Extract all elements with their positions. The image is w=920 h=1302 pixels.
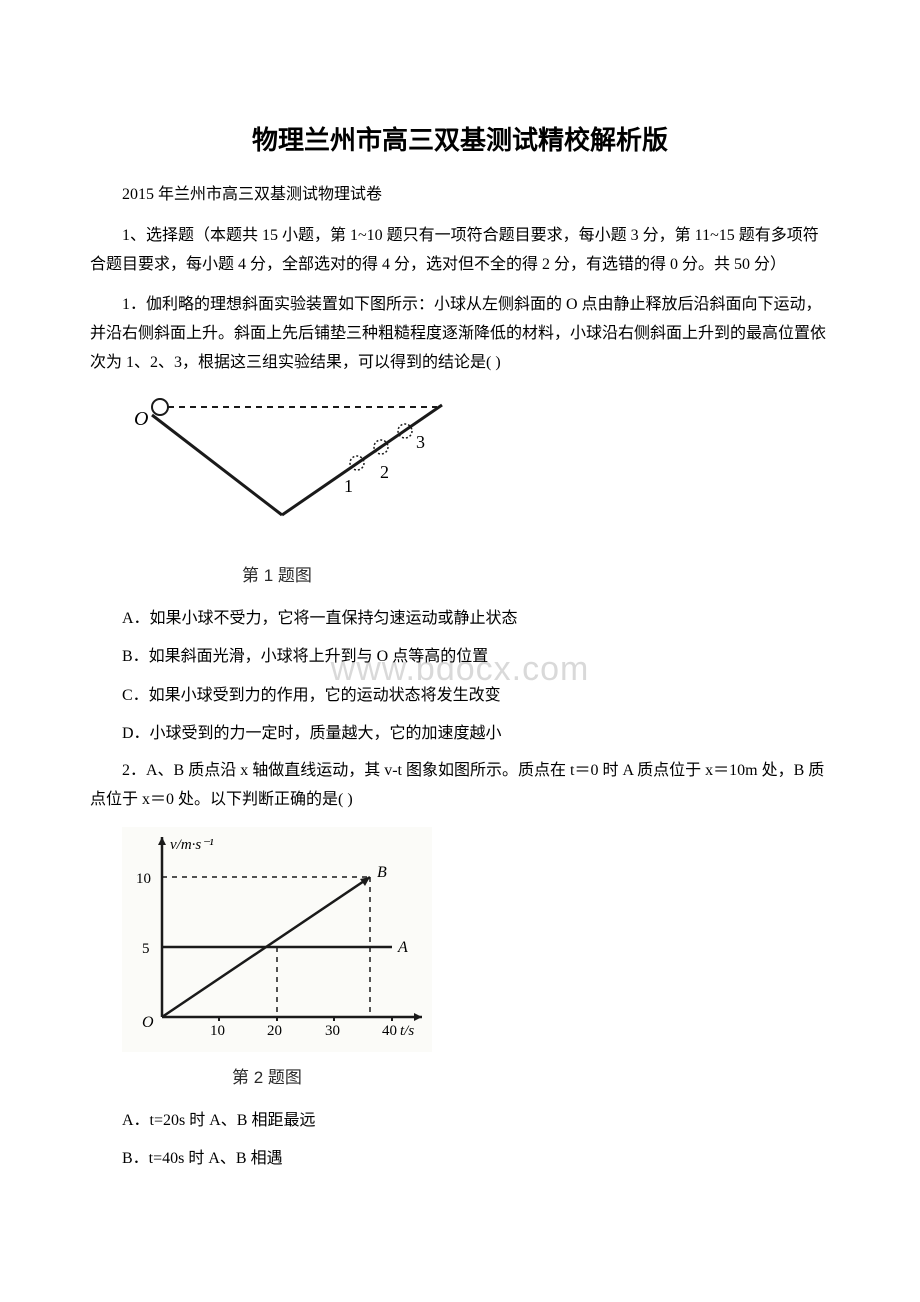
figure-1-caption: 第 1 题图 <box>242 561 830 586</box>
xtick-20: 20 <box>267 1023 282 1039</box>
ytick-5: 5 <box>142 941 150 957</box>
series-A-label: A <box>397 939 408 956</box>
q2-option-b: B．t=40s 时 A、B 相遇 <box>90 1144 830 1174</box>
xtick-30: 30 <box>325 1023 340 1039</box>
y-axis-label: v/m·s⁻¹ <box>170 837 214 853</box>
question-2-stem: 2．A、B 质点沿 x 轴做直线运动，其 v-t 图象如图所示。质点在 t＝0 … <box>90 757 830 815</box>
q2-option-a: A．t=20s 时 A、B 相距最远 <box>90 1106 830 1136</box>
origin-label: O <box>142 1014 154 1031</box>
figure-2-caption: 第 2 题图 <box>232 1063 830 1088</box>
label-1: 1 <box>344 476 353 496</box>
label-3: 3 <box>416 432 425 452</box>
xtick-40: 40 <box>382 1023 397 1039</box>
figure-2-svg: v/m·s⁻¹ t/s O 5 10 10 20 30 40 A <box>122 827 432 1052</box>
intro-line: 2015 年兰州市高三双基测试物理试卷 <box>90 181 830 210</box>
label-O: O <box>134 408 148 430</box>
q1-option-b: B．如果斜面光滑，小球将上升到与 O 点等高的位置 <box>90 642 830 672</box>
figure-1-svg: O 1 2 3 <box>122 390 462 550</box>
q1-option-d: D．小球受到的力一定时，质量越大，它的加速度越小 <box>90 719 830 749</box>
page-title: 物理兰州市高三双基测试精校解析版 <box>90 120 830 157</box>
label-2: 2 <box>380 462 389 482</box>
question-1-stem: 1．伽利略的理想斜面实验装置如下图所示：小球从左侧斜面的 O 点由静止释放后沿斜… <box>90 291 830 377</box>
ytick-10: 10 <box>136 871 151 887</box>
section-instructions: 1、选择题（本题共 15 小题，第 1~10 题只有一项符合题目要求，每小题 3… <box>90 222 830 280</box>
q1-option-a: A．如果小球不受力，它将一直保持匀速运动或静止状态 <box>90 604 830 634</box>
figure-1: O 1 2 3 第 1 题图 <box>122 390 830 586</box>
series-B-label: B <box>377 864 387 881</box>
document-content: 物理兰州市高三双基测试精校解析版 2015 年兰州市高三双基测试物理试卷 1、选… <box>90 120 830 1175</box>
xtick-10: 10 <box>210 1023 225 1039</box>
q1-option-c: C．如果小球受到力的作用，它的运动状态将发生改变 <box>90 681 830 711</box>
figure-2: v/m·s⁻¹ t/s O 5 10 10 20 30 40 A <box>122 827 830 1088</box>
x-axis-label: t/s <box>400 1023 414 1039</box>
